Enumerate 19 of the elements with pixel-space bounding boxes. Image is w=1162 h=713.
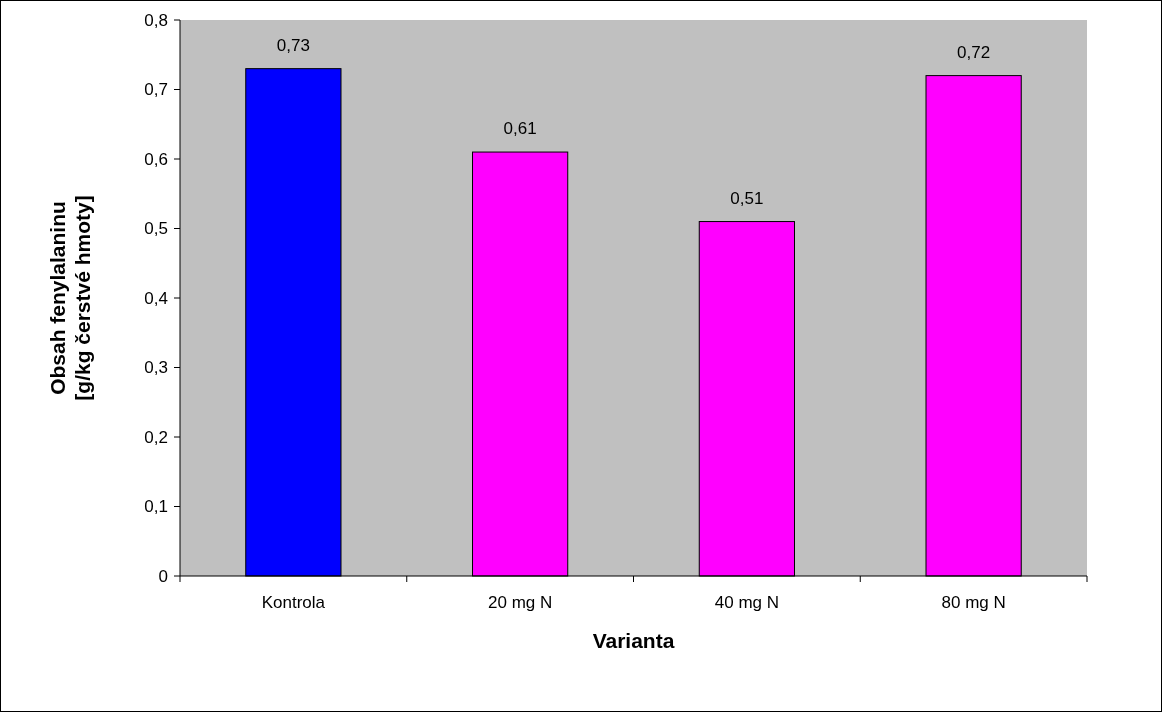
- x-tick-label: 80 mg N: [941, 593, 1006, 612]
- y-tick-label: 0,7: [144, 80, 168, 100]
- x-tick-label: Kontrola: [261, 593, 326, 612]
- data-label: 0,61: [503, 119, 537, 139]
- y-tick-label: 0,8: [144, 10, 168, 30]
- y-tick-label: 0,6: [144, 149, 168, 169]
- y-tick-label: 0,5: [144, 219, 168, 239]
- x-axis-title: Varianta: [592, 629, 675, 652]
- data-label: 0,51: [730, 188, 764, 208]
- y-tick-label: 0,1: [144, 497, 168, 517]
- x-tick-label: 40 mg N: [714, 593, 779, 612]
- data-label: 0,73: [276, 35, 310, 55]
- y-axis-title: Obsah fenylalaninu [g/kg čerstvé hmoty]: [45, 195, 94, 401]
- y-tick-label: 0,4: [144, 288, 168, 308]
- y-tick-label: 0: [158, 566, 168, 586]
- y-tick-label: 0,3: [144, 358, 168, 378]
- y-tick-label: 0,2: [144, 427, 168, 447]
- x-tick-label: 20 mg N: [488, 593, 553, 612]
- data-label: 0,72: [957, 42, 991, 62]
